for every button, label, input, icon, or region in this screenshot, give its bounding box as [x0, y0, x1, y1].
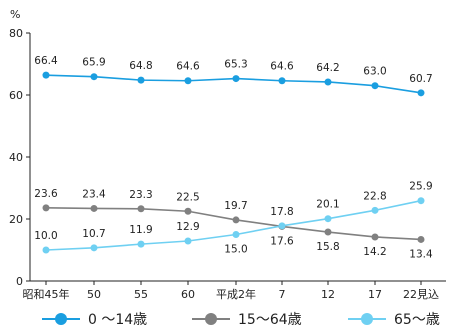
data-label: 64.6 [176, 61, 200, 73]
data-point [232, 231, 240, 238]
data-label: 12.9 [176, 221, 199, 233]
data-label: 65.9 [82, 57, 105, 69]
legend-label: 15〜64歳 [238, 312, 302, 328]
data-point [90, 204, 98, 212]
data-label: 64.8 [129, 60, 152, 72]
data-label: 22.8 [363, 190, 386, 202]
legend: 0 〜14歳 15〜64歳 65〜歳 [0, 308, 452, 330]
legend-dot-marker [55, 313, 67, 325]
legend-label: 65〜歳 [394, 312, 440, 328]
legend-line-marker [348, 313, 386, 325]
legend-item: 15〜64歳 [192, 308, 302, 330]
data-label: 23.4 [82, 188, 106, 200]
data-label: 23.6 [34, 188, 58, 200]
data-point [137, 76, 145, 84]
data-label: 17.6 [270, 235, 294, 247]
data-label: 64.2 [316, 62, 339, 74]
data-point [42, 246, 50, 254]
data-point [232, 216, 240, 224]
data-point [278, 77, 286, 85]
data-point [90, 244, 98, 252]
data-label: 10.7 [82, 228, 105, 240]
data-point [371, 206, 379, 214]
data-label: 63.0 [363, 66, 386, 78]
data-point [324, 228, 332, 236]
data-label: 15.0 [224, 244, 247, 256]
y-tick-label: 40 [9, 151, 23, 164]
data-point [137, 240, 145, 248]
legend-line-marker [42, 313, 80, 325]
x-tick-label: 平成2年 [216, 287, 256, 301]
data-label: 20.1 [316, 199, 339, 211]
data-point [184, 237, 192, 245]
data-label: 15.8 [316, 241, 339, 253]
data-label: 65.3 [224, 59, 247, 71]
y-tick-label: 20 [9, 213, 23, 226]
line-chart: % 0 20 40 60 80 昭和45年 50 55 60 平成2年 7 12 17 22見込 66.… [9, 8, 446, 301]
data-label: 64.6 [270, 61, 294, 73]
data-point [184, 77, 192, 85]
data-point [137, 205, 145, 213]
data-point [232, 75, 240, 83]
data-label: 14.2 [363, 246, 386, 258]
legend-item: 0 〜14歳 [42, 308, 147, 330]
x-tick-label: 12 [321, 288, 335, 301]
data-point [324, 215, 332, 223]
y-unit-label: % [10, 8, 20, 21]
data-label: 10.0 [34, 230, 57, 242]
data-point [324, 78, 332, 86]
x-tick-label: 60 [181, 288, 195, 301]
y-tick-label: 80 [9, 27, 23, 40]
x-tick-label: 22見込 [403, 288, 439, 301]
x-tick-label: 7 [279, 288, 286, 301]
data-point [278, 222, 286, 230]
data-point [42, 71, 50, 79]
data-point [417, 197, 425, 205]
data-point [371, 233, 379, 241]
legend-label: 0 〜14歳 [88, 312, 148, 328]
data-label: 19.7 [224, 200, 247, 212]
data-point [417, 235, 425, 243]
legend-dot-marker [205, 313, 217, 325]
legend-dot-marker [361, 313, 373, 325]
legend-line-marker [192, 313, 230, 325]
x-tick-label: 17 [368, 288, 382, 301]
data-label: 66.4 [34, 55, 58, 67]
data-label: 25.9 [409, 181, 432, 193]
data-point [42, 204, 50, 212]
data-point [417, 89, 425, 97]
data-point [184, 207, 192, 215]
data-label: 17.8 [270, 206, 293, 218]
data-point [90, 73, 98, 81]
data-point [371, 82, 379, 90]
data-label: 60.7 [409, 73, 432, 85]
data-label: 11.9 [129, 224, 152, 236]
legend-item: 65〜歳 [348, 308, 440, 330]
x-tick-label: 50 [87, 288, 101, 301]
data-label: 22.5 [176, 191, 199, 203]
x-tick-label: 昭和45年 [23, 287, 70, 301]
y-tick-label: 60 [9, 89, 23, 102]
data-label: 13.4 [409, 248, 433, 260]
x-tick-label: 55 [134, 288, 148, 301]
data-label: 23.3 [129, 189, 152, 201]
y-tick-label: 0 [16, 275, 23, 288]
